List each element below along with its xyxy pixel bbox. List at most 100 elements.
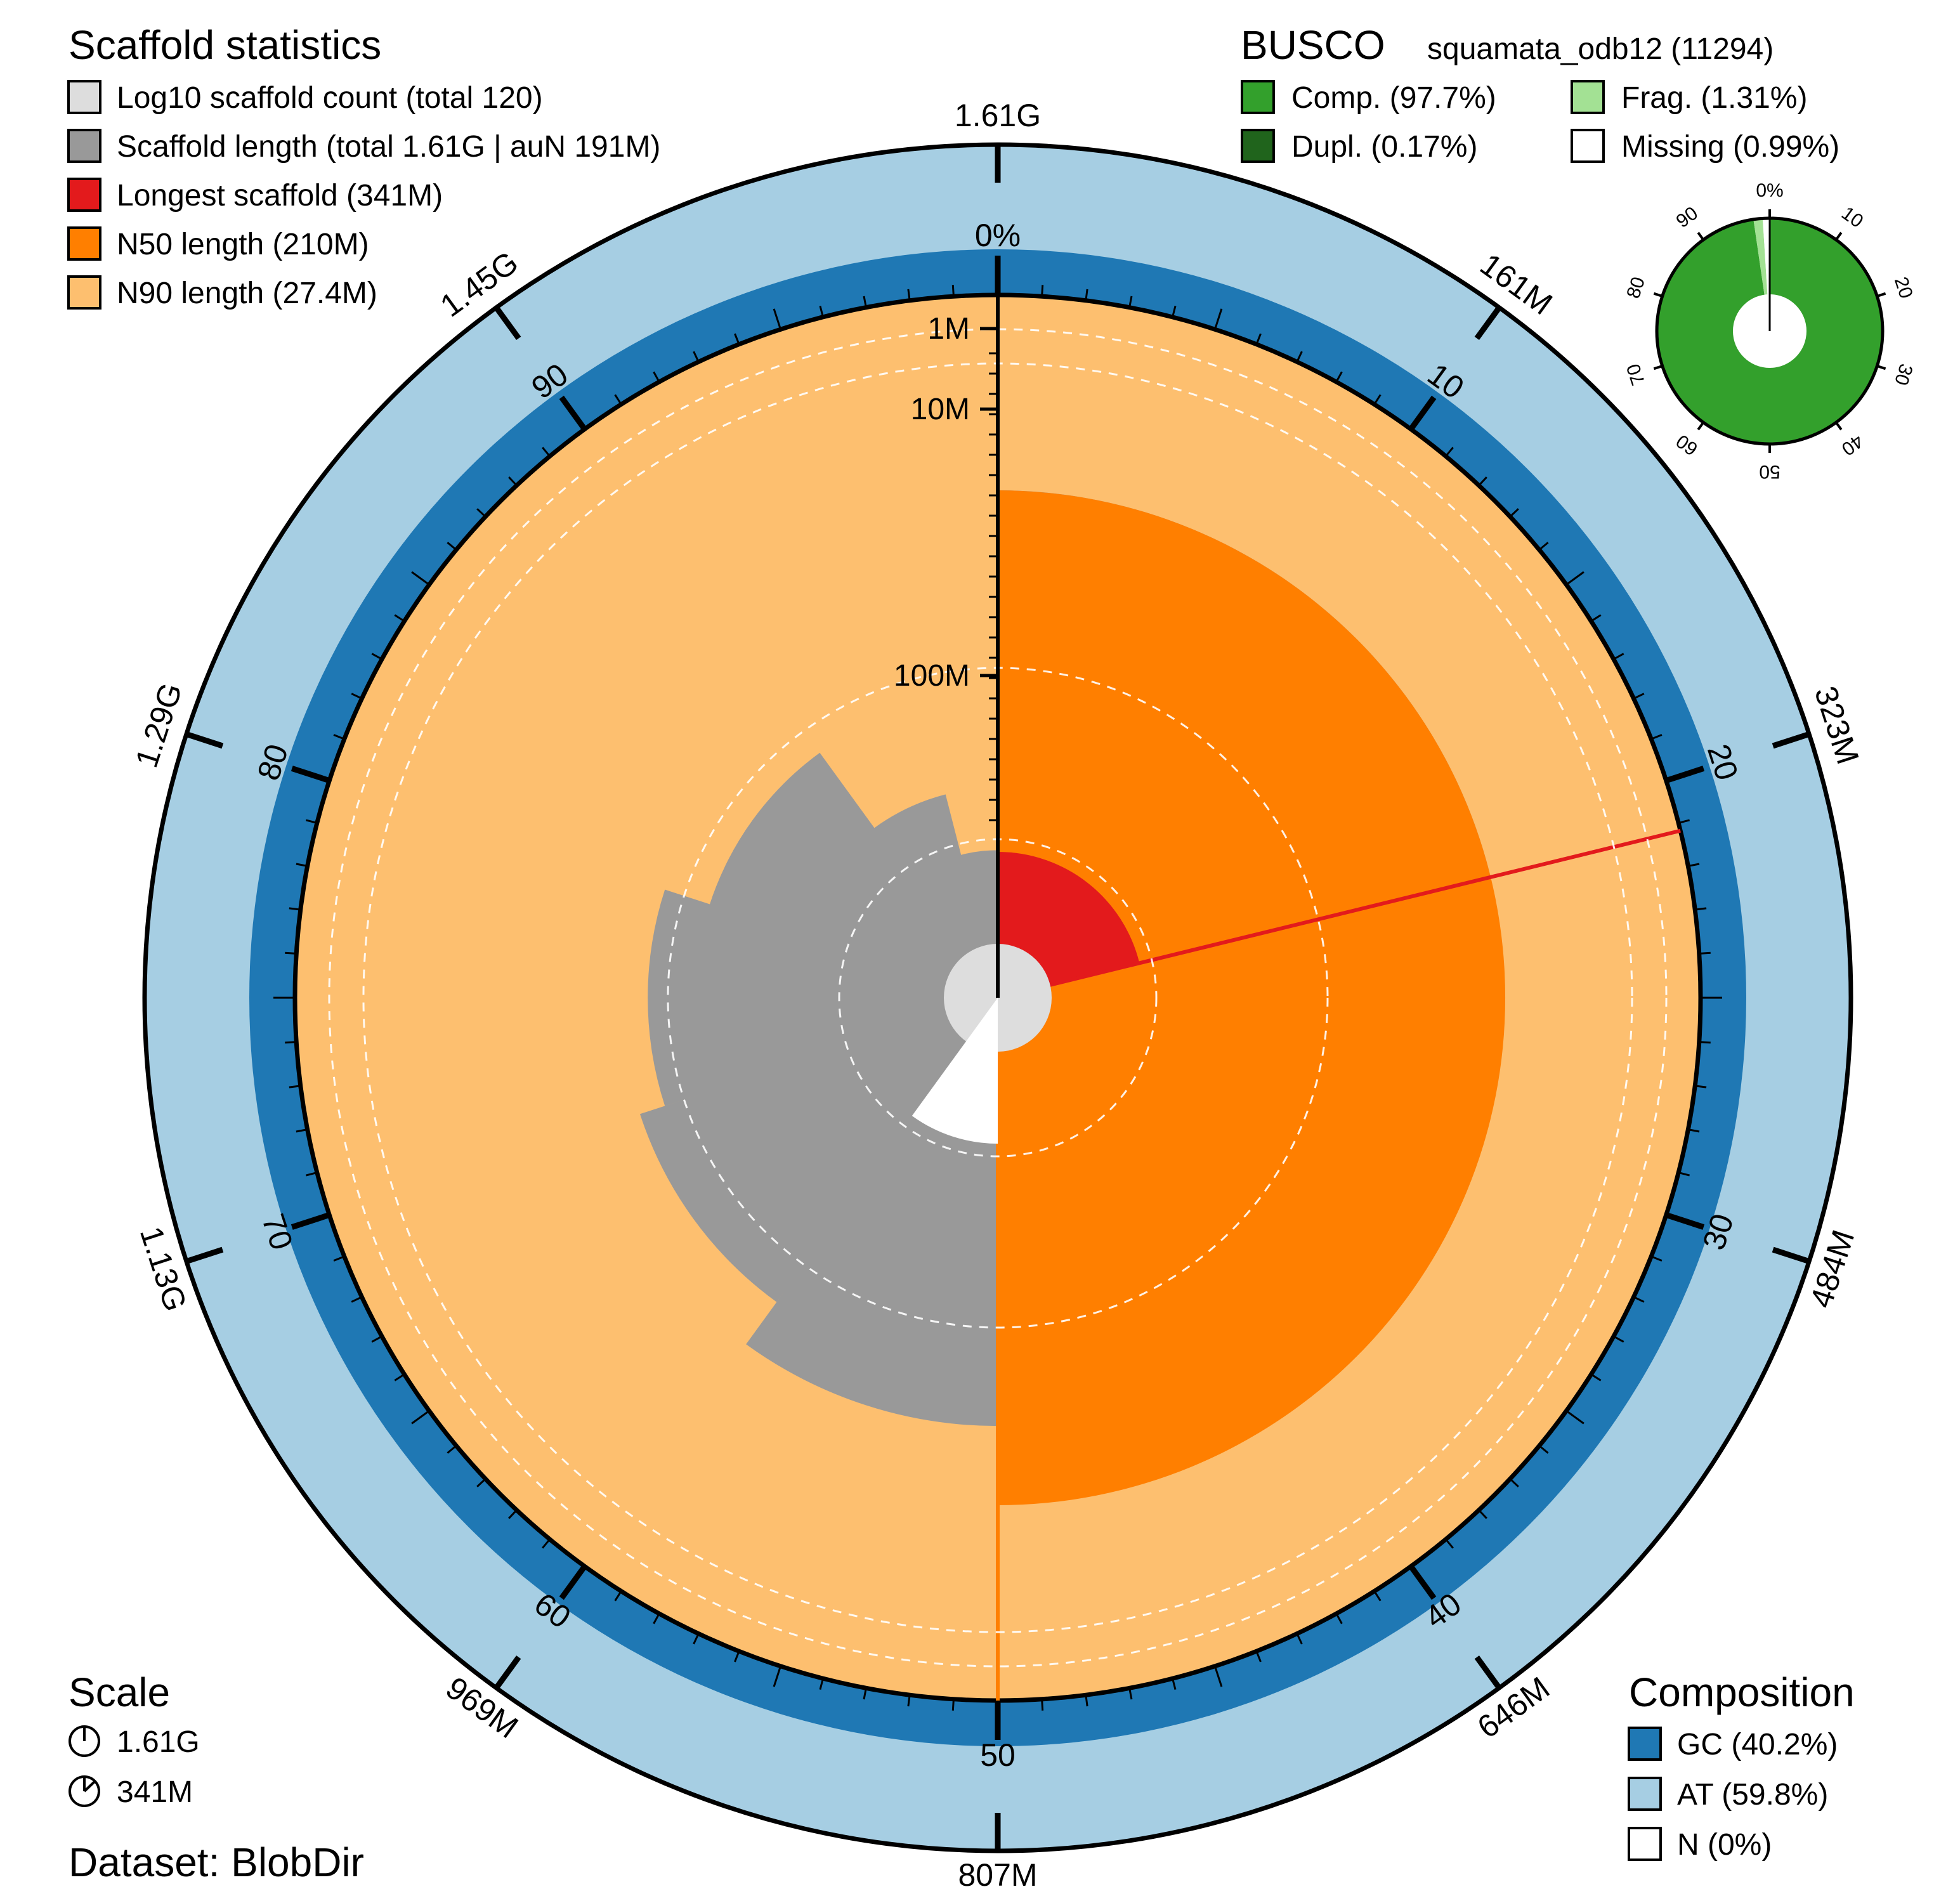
legend-item-n50: N50 length (210M): [67, 226, 369, 261]
percent-minor-tick: [1613, 653, 1624, 660]
percent-minor-tick: [1085, 1695, 1088, 1707]
percent-minor-tick: [1565, 1410, 1584, 1425]
length-tick: [1474, 1655, 1502, 1690]
legend-swatch-longest-scaffold: [67, 178, 101, 212]
legend-swatch-log-count: [67, 80, 101, 114]
scaffold-statistics-legend: Scaffold statistics Log10 scaffold count…: [67, 22, 660, 310]
percent-minor-tick: [1590, 614, 1602, 622]
busco-pie-tick: [1835, 232, 1843, 241]
percent-minor-tick: [1478, 1509, 1487, 1519]
percent-minor-tick: [289, 907, 301, 911]
percent-minor-tick: [1172, 306, 1177, 318]
percent-tick: [1665, 766, 1705, 783]
percent-minor-tick: [1213, 1666, 1223, 1687]
percent-minor-tick: [1335, 371, 1343, 382]
percent-minor-tick: [614, 1590, 622, 1602]
percent-minor-tick: [1373, 394, 1382, 405]
percent-minor-tick: [306, 819, 318, 824]
legend-label-log-count: Log10 scaffold count (total 120): [117, 81, 543, 115]
composition-legend: Composition GC (40.2%) AT (59.8%) N (0%): [1628, 1669, 1855, 1862]
busco-pie-tick: [1697, 421, 1704, 431]
percent-minor-tick: [693, 1633, 700, 1645]
legend-label-n: N (0%): [1677, 1828, 1772, 1862]
percent-minor-tick: [1695, 907, 1707, 911]
scale-label-total: 1.61G: [117, 1725, 200, 1759]
length-tick: [493, 1655, 521, 1690]
percent-tick-label: 50: [980, 1737, 1016, 1773]
percent-tick: [559, 395, 587, 431]
longest-scaffold-line: [997, 828, 1681, 1000]
percent-minor-tick: [1373, 1590, 1382, 1602]
busco-pie-tick: [1876, 365, 1886, 370]
legend-item-gc: GC (40.2%): [1628, 1727, 1838, 1761]
percent-minor-tick: [1650, 1255, 1663, 1262]
percent-minor-tick: [371, 653, 382, 660]
legend-item-log-count: Log10 scaffold count (total 120): [67, 80, 543, 115]
percent-minor-tick: [476, 1478, 487, 1487]
percent-minor-tick: [351, 1296, 363, 1303]
percent-minor-tick: [1509, 1478, 1519, 1487]
percent-minor-tick: [542, 447, 551, 457]
percent-tick: [559, 1564, 587, 1600]
legend-item-busco-fragmented: Frag. (1.31%): [1571, 80, 1807, 115]
percent-minor-tick: [819, 1678, 824, 1690]
length-tick: [185, 731, 224, 749]
percent-minor-tick: [1695, 1085, 1707, 1088]
percent-minor-tick: [1213, 308, 1223, 330]
percent-minor-tick: [476, 508, 487, 518]
percent-minor-tick: [542, 1538, 551, 1549]
percent-minor-tick: [1650, 734, 1663, 740]
legend-swatch-busco-fragmented: [1571, 80, 1605, 114]
legend-item-longest-scaffold: Longest scaffold (341M): [67, 178, 443, 212]
percent-minor-tick: [773, 308, 782, 330]
percent-minor-tick: [1590, 1373, 1602, 1382]
length-tick: [493, 306, 521, 341]
percent-minor-tick: [1688, 863, 1700, 867]
legend-label-at: AT (59.8%): [1677, 1778, 1828, 1812]
percent-minor-tick: [1699, 1041, 1711, 1044]
percent-minor-tick: [333, 734, 345, 740]
busco-legend: BUSCO squamata_odb12 (11294) Comp. (97.7…: [1241, 22, 1839, 164]
percent-minor-tick: [1255, 333, 1262, 345]
percent-minor-tick: [653, 371, 660, 382]
percent-minor-tick: [863, 1688, 867, 1700]
scale-circle-icon-marker: [83, 1780, 96, 1793]
percent-minor-tick: [508, 476, 518, 487]
length-tick: [1474, 306, 1502, 341]
percent-minor-tick: [285, 1041, 297, 1044]
busco-pie-tick: [1697, 232, 1704, 241]
busco-pie-tick: [1835, 421, 1843, 431]
legend-label-busco-fragmented: Frag. (1.31%): [1621, 81, 1807, 115]
percent-minor-tick: [907, 289, 911, 301]
percent-minor-tick: [1633, 1296, 1645, 1303]
busco-pie-tick: [1876, 292, 1886, 297]
percent-minor-tick: [863, 296, 867, 308]
percent-minor-tick: [296, 1128, 308, 1133]
scale-item-total: 1.61G: [69, 1725, 200, 1759]
length-tick-label: 1.61G: [955, 98, 1041, 133]
percent-minor-tick: [394, 614, 405, 622]
legend-item-n90: N90 length (27.4M): [67, 275, 377, 310]
percent-minor-tick: [819, 306, 824, 318]
percent-minor-tick: [693, 351, 700, 363]
scale-label-longest: 341M: [117, 1775, 193, 1809]
legend-swatch-at: [1628, 1777, 1662, 1811]
percent-minor-tick: [1085, 289, 1088, 301]
percent-tick: [1408, 395, 1437, 431]
scale-legend: Scale 1.61G 341M Dataset: BlobDir: [69, 1669, 364, 1885]
percent-minor-tick: [351, 693, 363, 700]
percent-minor-tick: [1128, 296, 1133, 308]
busco-pie-tick: [1653, 292, 1663, 297]
percent-minor-tick: [907, 1695, 911, 1707]
legend-label-busco-missing: Missing (0.99%): [1621, 130, 1839, 164]
busco-pie-tick-label: 50: [1759, 461, 1780, 482]
legend-label-n90: N90 length (27.4M): [117, 277, 377, 310]
legend-item-n: N (0%): [1628, 1827, 1772, 1862]
percent-minor-tick: [1478, 476, 1487, 487]
percent-minor-tick: [614, 394, 622, 405]
percent-minor-tick: [411, 1410, 430, 1425]
percent-minor-tick: [1678, 1172, 1690, 1177]
percent-minor-tick: [1296, 1633, 1303, 1645]
